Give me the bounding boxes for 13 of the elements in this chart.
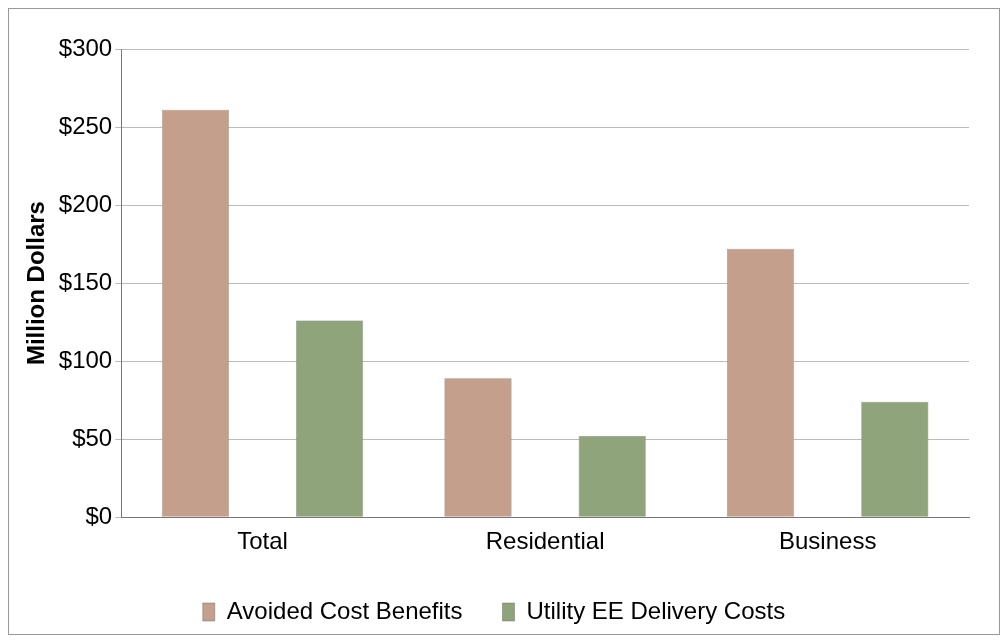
y-tick-label: $0	[85, 501, 113, 529]
x-tick-label: Business	[779, 527, 877, 555]
y-tick-label: $150	[58, 267, 113, 295]
y-tick-label: $100	[58, 345, 113, 373]
legend-label: Avoided Cost Benefits	[226, 596, 463, 624]
y-tick-label: $300	[58, 33, 113, 61]
x-tick-label: Residential	[485, 527, 605, 555]
legend-label: Utility EE Delivery Costs	[526, 596, 786, 624]
y-tick-label: $250	[58, 111, 113, 139]
y-tick-label: $50	[72, 423, 113, 451]
y-tick-label: $200	[58, 189, 113, 217]
x-tick-label: Total	[237, 527, 288, 555]
y-axis-title: Million Dollars	[22, 201, 50, 366]
